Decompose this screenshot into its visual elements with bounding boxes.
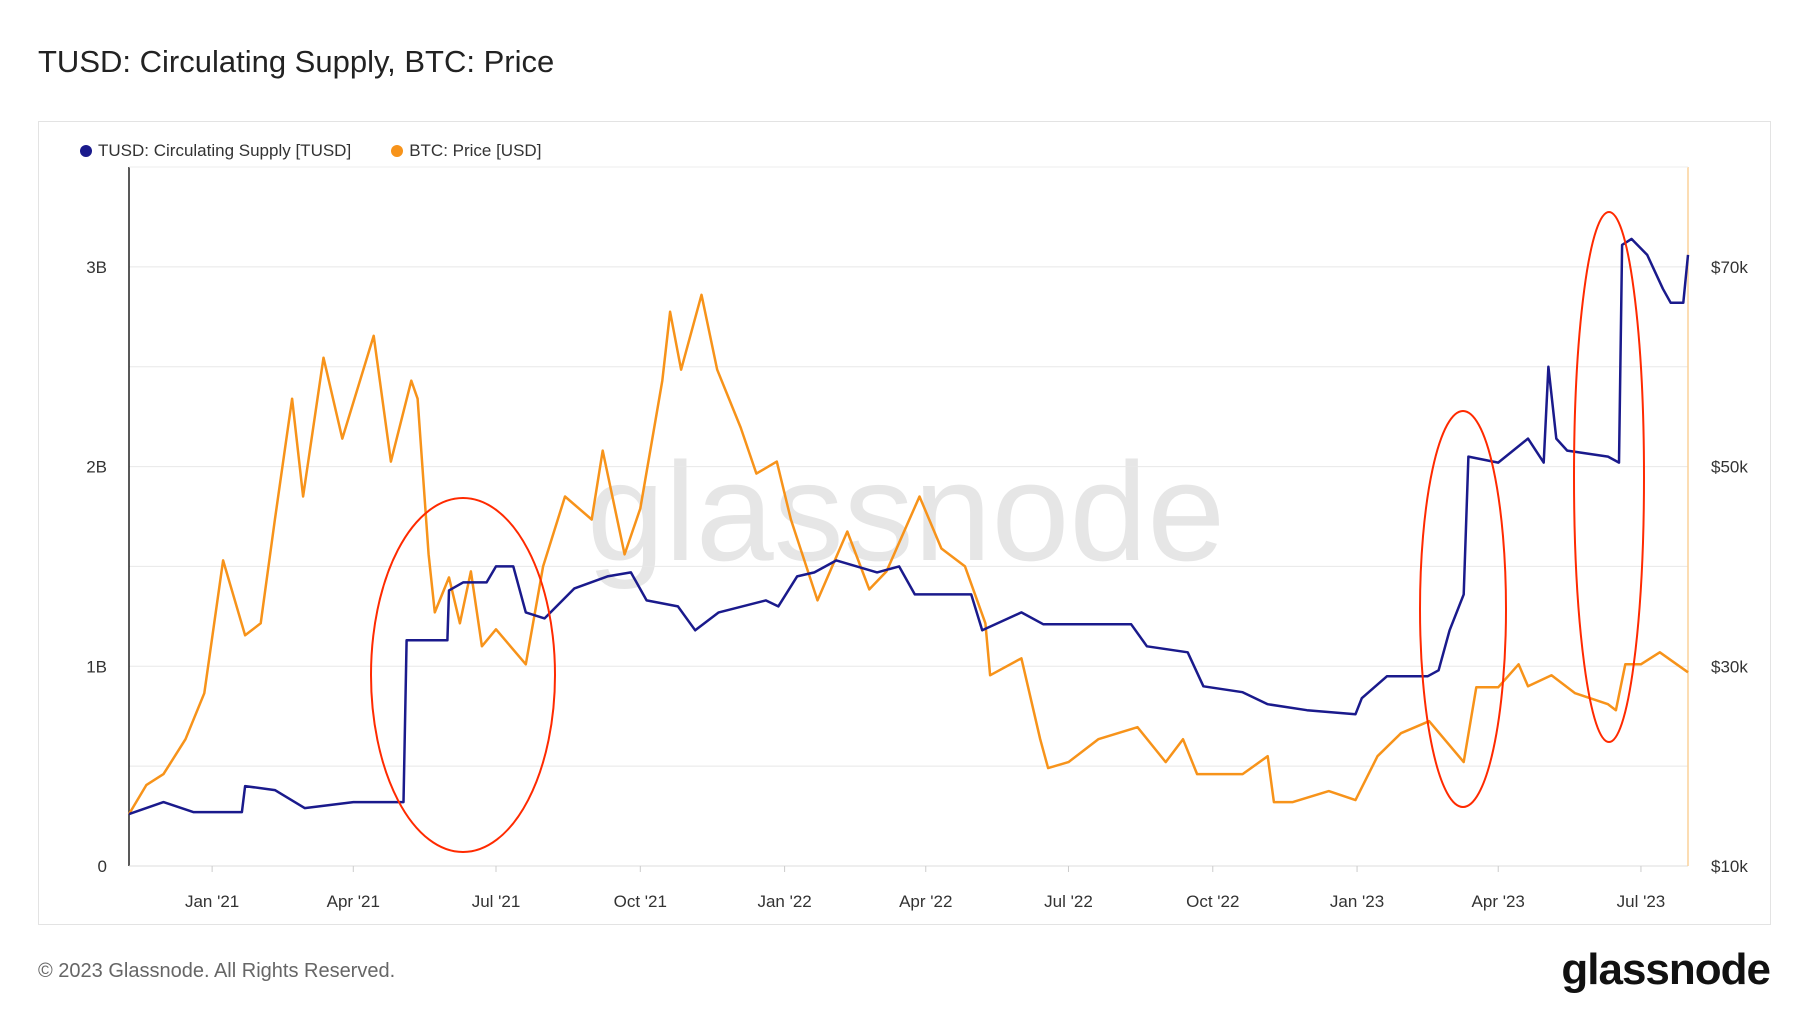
x-tick-label: Apr '21 bbox=[327, 892, 380, 911]
legend-dot-icon bbox=[80, 145, 92, 157]
y-right-tick-label: $70k bbox=[1711, 258, 1748, 277]
y-right-tick-label: $30k bbox=[1711, 657, 1748, 676]
x-tick-label: Jul '23 bbox=[1617, 892, 1666, 911]
y-right-tick-label: $10k bbox=[1711, 857, 1748, 876]
x-tick-label: Apr '23 bbox=[1472, 892, 1525, 911]
chart-card bbox=[38, 121, 1771, 925]
legend: TUSD: Circulating Supply [TUSD] BTC: Pri… bbox=[80, 141, 541, 161]
annotation-ellipse bbox=[1419, 410, 1507, 808]
glassnode-logo: glassnode bbox=[1561, 945, 1771, 994]
y-left-tick-label: 0 bbox=[98, 857, 107, 876]
y-left-tick-label: 3B bbox=[86, 258, 107, 277]
x-tick-label: Jan '22 bbox=[757, 892, 811, 911]
x-tick-label: Jul '22 bbox=[1044, 892, 1093, 911]
x-tick-label: Apr '22 bbox=[899, 892, 952, 911]
x-tick-label: Jul '21 bbox=[472, 892, 521, 911]
legend-dot-icon bbox=[391, 145, 404, 157]
page-title: TUSD: Circulating Supply, BTC: Price bbox=[38, 44, 555, 79]
y-left-tick-label: 2B bbox=[86, 458, 107, 477]
annotation-ellipse bbox=[370, 497, 556, 853]
watermark: glassnode bbox=[587, 433, 1225, 590]
series-line-btc-price bbox=[127, 293, 1689, 815]
legend-item-tusd[interactable]: TUSD: Circulating Supply [TUSD] bbox=[80, 141, 351, 161]
x-tick-label: Jan '21 bbox=[185, 892, 239, 911]
copyright: © 2023 Glassnode. All Rights Reserved. bbox=[38, 960, 396, 982]
annotation-ellipse bbox=[1573, 211, 1645, 743]
series-line-tusd-supply bbox=[128, 237, 1690, 816]
legend-item-btc[interactable]: BTC: Price [USD] bbox=[391, 141, 541, 161]
x-tick-label: Oct '22 bbox=[1186, 892, 1239, 911]
y-right-tick-label: $50k bbox=[1711, 458, 1748, 477]
legend-label: TUSD: Circulating Supply [TUSD] bbox=[98, 141, 352, 160]
x-tick-label: Jan '23 bbox=[1330, 892, 1384, 911]
y-left-tick-label: 1B bbox=[86, 657, 107, 676]
x-tick-label: Oct '21 bbox=[614, 892, 667, 911]
legend-label: BTC: Price [USD] bbox=[409, 141, 542, 160]
